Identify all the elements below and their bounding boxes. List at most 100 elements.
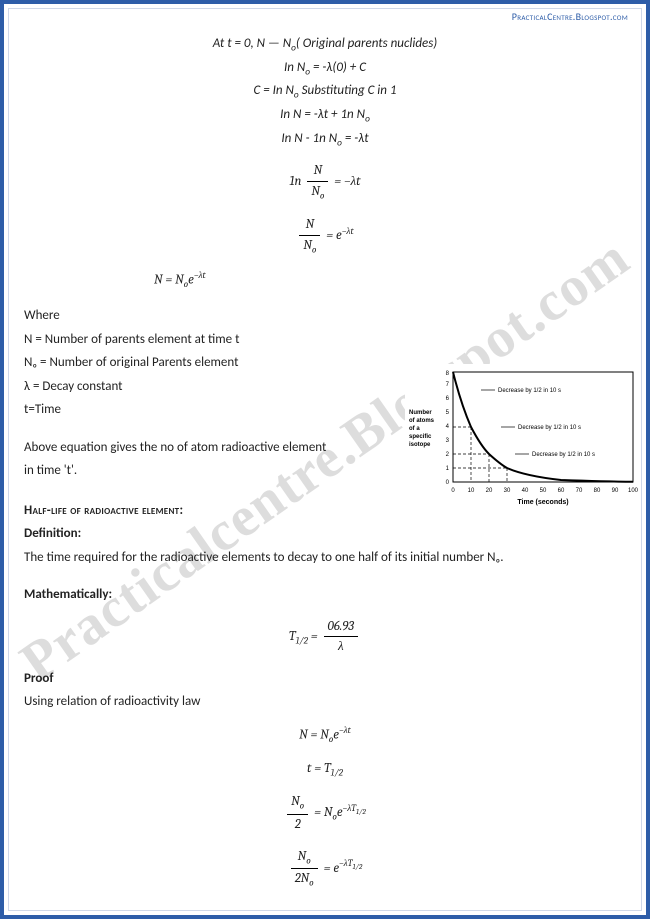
yl3: of a [409,426,420,432]
header-source-link[interactable]: PracticalCentre.Blogspot.com [512,10,628,23]
ytick-6: 6 [446,396,450,402]
ytick-3: 3 [446,438,450,444]
decay-chart: 0 1 2 3 4 5 6 7 8 0 10 20 30 40 50 60 70… [405,364,640,509]
ytick-1: 1 [446,466,450,472]
definition-text: The time required for the radioactive el… [24,548,626,568]
equation-frac-1: 1n N No = −λt [24,161,626,203]
m3-a: N = N [154,273,184,288]
p1sup: −λt [339,726,351,736]
p3-num: No [287,792,308,815]
p3numv: N [291,794,300,809]
xtick-6: 60 [558,488,565,494]
xtick-5: 50 [540,488,547,494]
m1-den: No [307,182,328,204]
p3sup1: −λT [343,804,356,814]
ytick-8: 8 [446,371,450,377]
p4sup: −λT1/2 [339,859,362,869]
yl1: Number [409,410,432,416]
t12-frac: 06.93 λ [324,617,358,657]
xtick-7: 70 [576,488,583,494]
xtick-0: 0 [451,488,455,494]
ytick-2: 2 [446,452,450,458]
eq2b: = -λ(0) + C [310,60,366,75]
ytick-4: 4 [446,424,450,430]
equation-line-2: In No = -λ(0) + C [24,58,626,79]
halflife-formula: T1/2 = 06.93 λ [24,617,626,657]
proof-label: Proof [24,669,626,689]
xtick-2: 20 [486,488,493,494]
equation-line-4: In N = -λt + 1n No [24,105,626,126]
equation-line-5: In N - 1n No = -λt [24,129,626,150]
p3-frac: No 2 [287,792,308,834]
eq2a: In N [284,60,305,75]
document-page: Practicalcentre.Blogspot.com PracticalCe… [0,0,650,919]
m1-den-sub: o [320,191,325,201]
definition-label: Definition: [24,524,626,544]
eq4sub: o [365,112,370,124]
xtick-8: 80 [594,488,601,494]
ytick-0: 0 [446,480,450,486]
m3-sup: −λt [194,271,206,281]
decay-chart-svg: 0 1 2 3 4 5 6 7 8 0 10 20 30 40 50 60 70… [405,364,640,509]
p2sub: 1/2 [331,768,343,778]
equation-result: N = Noe−λt [154,269,626,292]
where-heading: Where [24,306,626,326]
p4numsub: o [306,856,311,866]
xlabel: Time (seconds) [517,499,568,506]
x-ticks: 0 10 20 30 40 50 60 70 80 90 100 [451,488,638,494]
m1-frac: N No [307,161,328,203]
p4ra: = e [324,861,339,876]
p4sup1: −λT [339,859,352,869]
m1-pre: 1n [289,174,301,189]
p4-frac: No 2No [291,847,318,891]
proof-text: Using relation of radioactivity law [24,692,626,712]
ylabel: Number of atoms of a specific isotope [409,410,435,448]
xtick-9: 90 [612,488,619,494]
xtick-10: 100 [628,488,639,494]
m2-frac: N No [299,215,320,257]
p3ra: = N [314,806,332,821]
m2-num: N [299,215,320,236]
eq4a: In N = -λt + 1n N [280,107,365,122]
m1-rhs: = −λt [334,174,360,189]
yl5: isotope [409,442,431,448]
p4densub: o [309,879,314,889]
xtick-1: 10 [468,488,475,494]
proof-eq-2: t = T1/2 [24,759,626,781]
p3sup2: 1/2 [356,807,366,816]
t12-num: 06.93 [324,617,358,638]
m2-den-sub: o [312,245,317,255]
proof-eq-1: N = Noe−λt [24,724,626,747]
m1-num: N [307,161,328,182]
xtick-3: 30 [504,488,511,494]
eq1-text: At t = 0, N — N [213,36,291,51]
p4-num: No [291,847,318,870]
where-n: N = Number of parents element at time t [24,330,626,350]
yl4: specific [409,434,432,440]
eq3a: C = In N [253,83,293,98]
p3sup: −λT1/2 [343,804,366,814]
ann1: Decrease by 1/2 in 10 s [498,388,561,394]
eq5b: = -λt [342,131,369,146]
ytick-5: 5 [446,410,450,416]
equation-frac-2: N No = e−λt [24,215,626,257]
t12-den: λ [324,637,358,657]
ann2: Decrease by 1/2 in 10 s [518,425,581,431]
p1a: N = N [299,727,329,742]
p4-den: 2No [291,869,318,891]
m2-rhs-sup: −λt [342,227,354,237]
m2-rhs-a: = e [326,228,341,243]
p3numsub: o [300,802,305,812]
proof-eq-3: No 2 = Noe−λT1/2 [24,792,626,834]
t12-sub: 1/2 [296,636,308,646]
mathematically-label: Mathematically: [24,585,626,605]
ytick-7: 7 [446,382,450,388]
xtick-4: 40 [522,488,529,494]
m2-den-t: N [303,238,312,253]
yl2: of atoms [409,418,435,424]
equation-line-3: C = In No Substituting C in 1 [24,81,626,102]
eq3b: Substituting C in 1 [299,83,397,98]
m1-den-t: N [311,184,320,199]
p4numv: N [298,849,307,864]
p3den: 2 [287,815,308,835]
